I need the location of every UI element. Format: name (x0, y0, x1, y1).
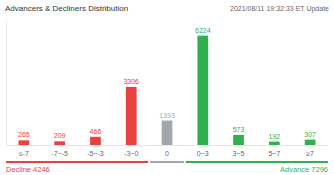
data-label: 3306 (123, 78, 139, 85)
subtitle: 2021/08/11 19:32:33 ET Update (230, 5, 329, 13)
data-label: 573 (233, 126, 245, 133)
group-line (186, 161, 328, 163)
bar (197, 36, 208, 145)
bar (19, 140, 30, 145)
x-tick: 3~5 (233, 150, 245, 157)
x-tick-label: -3~0 (124, 150, 138, 157)
data-label: 192 (268, 133, 280, 140)
data-label: 6224 (195, 27, 211, 34)
chart: Advancers & Decliners Distribution 2021/0… (0, 0, 334, 175)
y-axis (6, 23, 7, 146)
data-label: 307 (304, 131, 316, 138)
x-tick-label: 0 (165, 150, 169, 157)
x-axis: ≤-7 -7~-5 -5~-3 -3~0 0 0~3 3~5 5~7 ≥7 (7, 146, 329, 157)
title: Advancers & Decliners Distribution (5, 4, 128, 13)
bar (126, 87, 137, 145)
x-tick: 5~7 (268, 150, 280, 157)
bars (19, 36, 316, 145)
annotation: Advance 7296 (280, 165, 328, 174)
x-tick-label: 3~5 (233, 150, 245, 157)
x-tick-label: -5~-3 (87, 150, 104, 157)
x-tick-label: ≥7 (306, 150, 314, 157)
bar (54, 141, 65, 145)
group-line (150, 161, 184, 163)
group-line (6, 161, 148, 163)
bar (90, 137, 101, 145)
x-tick: -5~-3 (87, 150, 104, 157)
bar (233, 135, 244, 145)
x-tick: -3~0 (124, 150, 138, 157)
x-tick-label: ≤-7 (19, 150, 29, 157)
x-axis-line (7, 145, 329, 146)
annotation: Decline 4246 (6, 165, 50, 174)
x-tick: -7~-5 (51, 150, 68, 157)
data-label: 265 (18, 131, 30, 138)
bar (162, 121, 173, 145)
x-tick-label: 5~7 (268, 150, 280, 157)
y-axis-line (6, 23, 7, 146)
data-label: 209 (54, 132, 66, 139)
group-lines (6, 161, 328, 163)
x-tick: 0 (165, 150, 169, 157)
x-tick-label: 0~3 (197, 150, 209, 157)
data-label: 466 (90, 128, 102, 135)
x-tick: ≥7 (306, 150, 314, 157)
data-label: 1393 (159, 112, 175, 119)
annotations: Decline 4246 Advance 7296 (6, 165, 328, 174)
x-tick-label: -7~-5 (51, 150, 68, 157)
x-tick: ≤-7 (19, 150, 29, 157)
data-labels: 265 209 466 3306 1393 6224 573 192 307 (18, 27, 316, 140)
bar (305, 140, 316, 145)
bar (269, 142, 280, 145)
x-tick: 0~3 (197, 150, 209, 157)
